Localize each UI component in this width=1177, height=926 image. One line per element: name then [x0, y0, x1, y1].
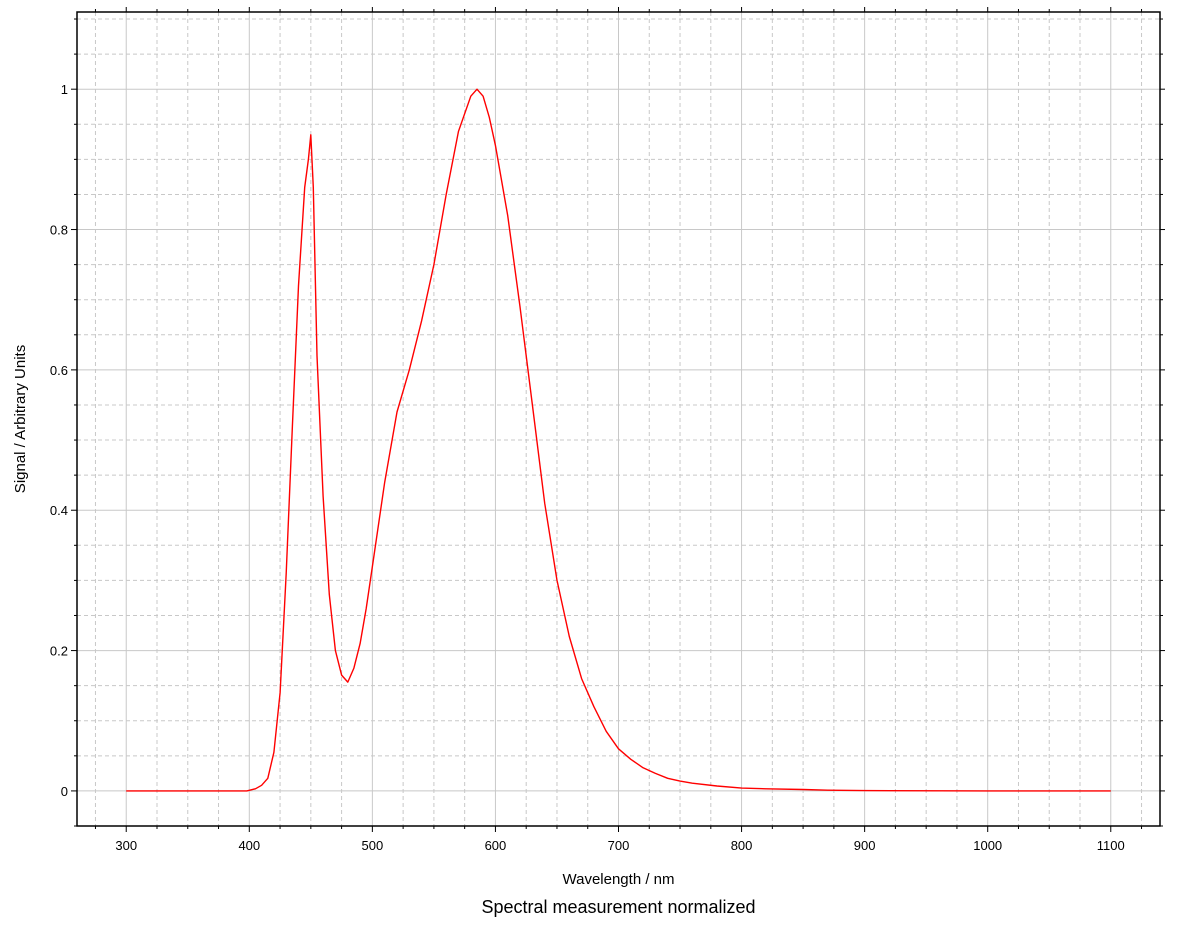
y-tick-label: 0.4 [50, 503, 68, 518]
x-tick-label: 500 [362, 838, 384, 853]
x-tick-label: 600 [485, 838, 507, 853]
x-tick-label: 700 [608, 838, 630, 853]
x-tick-label: 400 [238, 838, 260, 853]
y-tick-label: 0.6 [50, 363, 68, 378]
ticks: 300 400 500 600 700 800 900 1000 1100 0 0.2 0.4 0.6 0… [50, 7, 1165, 853]
x-axis-label: Wavelength / nm [563, 871, 675, 888]
spectrum-series-line [126, 88, 1111, 792]
chart-title: Spectral measurement normalized [481, 897, 755, 917]
x-tick-label: 300 [115, 838, 137, 853]
y-tick-label: 0.2 [50, 644, 68, 659]
y-axis-label: Signal / Arbitrary Units [12, 345, 29, 493]
y-tick-label: 1 [61, 82, 68, 97]
grid [77, 12, 1160, 827]
x-tick-label: 900 [854, 838, 876, 853]
x-tick-label: 800 [731, 838, 753, 853]
series-layer [126, 88, 1111, 792]
y-tick-label: 0.8 [50, 223, 68, 238]
x-tick-label: 1100 [1097, 838, 1125, 853]
x-tick-label: 1000 [973, 838, 1002, 853]
y-tick-label: 0 [61, 784, 68, 799]
